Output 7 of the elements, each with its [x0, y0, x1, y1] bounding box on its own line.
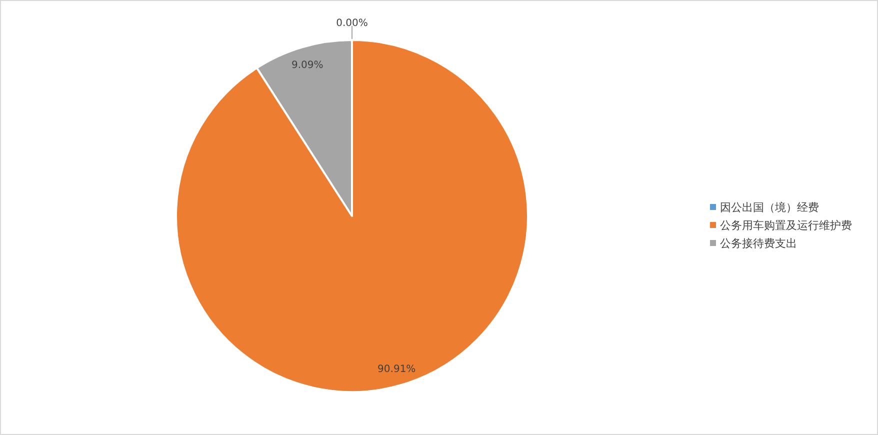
data-label: 9.09% [291, 60, 324, 72]
pie-slice [256, 39, 353, 217]
text: 0.00% [336, 18, 368, 29]
data-label: 90.91% [378, 364, 416, 375]
legend-label: 因公出国（境）经费 [720, 201, 819, 214]
legend-label: 公务接待费支出 [720, 237, 797, 250]
legend-label: 公务用车购置及运行维护费 [720, 219, 852, 232]
